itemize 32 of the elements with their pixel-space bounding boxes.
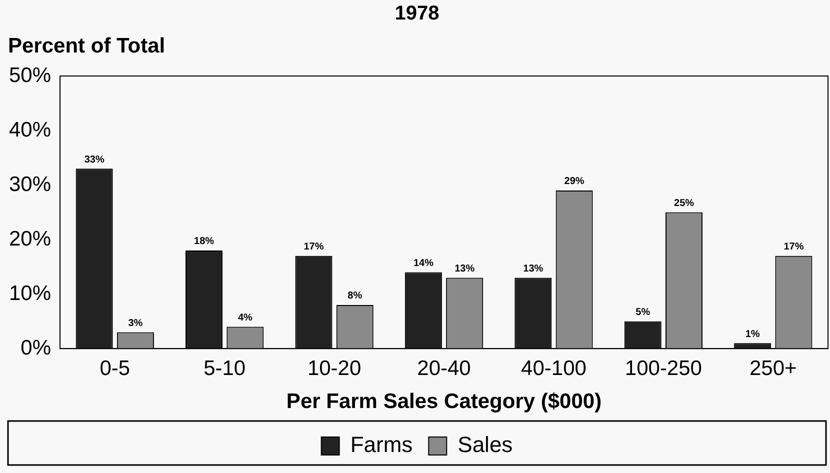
data-label: 25% [674, 198, 694, 210]
data-label: 18% [194, 236, 214, 248]
y-tick-label: 20% [9, 227, 52, 250]
x-tick-label: 10-20 [307, 356, 362, 380]
x-tick-label: 20-40 [417, 356, 471, 380]
chart-title: 1978 [394, 2, 440, 25]
x-tick-label: 5-10 [204, 356, 246, 380]
data-label: 33% [84, 154, 104, 166]
data-label: 14% [413, 258, 434, 270]
data-label: 8% [348, 290, 362, 302]
data-label: 1% [745, 328, 760, 340]
x-tick-label: 100-250 [624, 356, 702, 380]
legend-label: Farms [350, 432, 413, 458]
data-label: 4% [238, 312, 252, 324]
y-tick-label: 40% [9, 118, 52, 142]
x-axis-title: Per Farm Sales Category ($000) [286, 390, 602, 414]
data-label: 29% [564, 176, 584, 188]
data-label: 17% [304, 242, 324, 253]
x-tick-label: 0-5 [100, 356, 130, 380]
x-tick-label: 250+ [749, 356, 797, 380]
y-tick-label: 10% [9, 282, 52, 305]
y-tick-label: 0% [20, 336, 52, 360]
data-label: 3% [128, 318, 143, 329]
y-axis-title: Percent of Total [8, 34, 166, 58]
y-tick-label: 50% [9, 64, 52, 87]
y-tick-label: 30% [9, 172, 52, 196]
data-label: 5% [636, 307, 650, 318]
x-tick-label: 40-100 [521, 356, 586, 380]
data-label: 13% [523, 263, 544, 274]
data-label: 13% [454, 263, 475, 274]
legend-label: Sales [458, 432, 513, 458]
data-label: 17% [784, 242, 804, 253]
